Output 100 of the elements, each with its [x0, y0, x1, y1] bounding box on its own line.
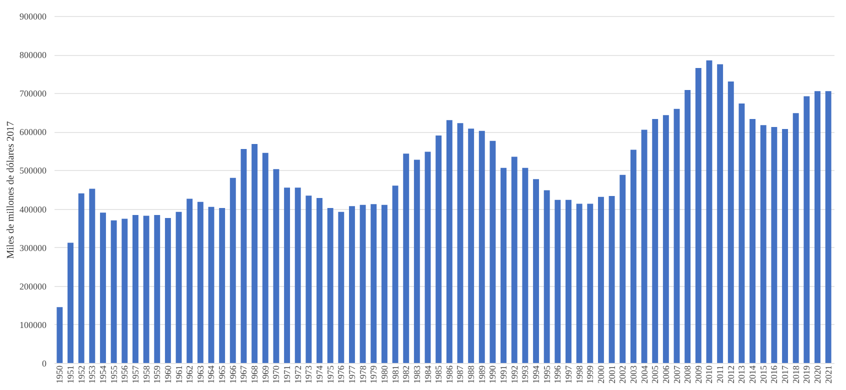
x-tick-label: 1984	[422, 365, 433, 384]
bar	[154, 214, 160, 363]
x-tick-label: 1990	[488, 365, 498, 384]
x-tick-label: 2014	[748, 365, 758, 384]
x-tick-label: 2021	[823, 366, 834, 384]
x-tick-label: 1961	[174, 366, 184, 384]
bar	[392, 186, 398, 363]
x-tick-label: 1974	[314, 365, 325, 384]
x-tick-label: 1972	[292, 366, 303, 384]
x-tick-label: 2017	[780, 365, 790, 384]
bar	[68, 242, 74, 363]
x-tick-label: 1955	[108, 365, 119, 384]
x-tick-label: 2004	[639, 365, 650, 384]
x-tick-label: 1999	[585, 365, 596, 384]
x-tick-label: 1952	[76, 366, 86, 384]
bar	[652, 118, 658, 363]
bar	[122, 218, 128, 363]
x-tick-label: 1957	[130, 365, 140, 384]
x-tick-label: 1965	[217, 365, 228, 384]
x-tick-label: 1969	[260, 365, 270, 384]
y-tick-label: 700000	[20, 88, 47, 99]
x-tick-label: 2019	[802, 365, 812, 384]
x-tick-label: 1982	[401, 366, 412, 384]
bar	[554, 200, 561, 363]
x-tick-label: 1979	[368, 365, 379, 384]
x-tick-label: 2000	[596, 365, 606, 384]
bar	[208, 206, 214, 363]
bar	[566, 200, 572, 363]
y-tick-label: 800000	[20, 50, 47, 60]
bar	[252, 144, 258, 363]
x-tick-label: 1960	[162, 365, 173, 384]
bar	[490, 140, 496, 363]
x-tick-label: 1987	[455, 365, 466, 384]
x-tick-label: 1966	[228, 365, 238, 384]
y-tick-label: 900000	[20, 12, 47, 22]
x-tick-label: 2001	[606, 366, 617, 384]
x-tick-label: 1962	[184, 366, 195, 384]
bar	[100, 212, 106, 363]
bar	[674, 108, 680, 363]
bar	[56, 307, 63, 363]
x-tick-label: 1963	[195, 365, 206, 384]
y-tick-label: 600000	[20, 127, 47, 138]
x-tick-label: 2013	[736, 365, 747, 384]
bar	[804, 96, 810, 363]
bar	[630, 150, 636, 363]
x-tick-label: 1995	[542, 365, 552, 384]
bar	[641, 130, 648, 363]
bar	[262, 152, 268, 363]
bar	[760, 125, 766, 363]
x-tick-label: 1992	[509, 366, 520, 384]
bar	[273, 169, 280, 363]
bar	[143, 216, 150, 363]
bar	[403, 154, 410, 363]
bar	[446, 120, 452, 363]
y-tick-label: 200000	[20, 281, 47, 292]
bar	[717, 64, 724, 363]
bar	[230, 178, 236, 363]
bar	[792, 113, 799, 363]
x-tick-label: 2011	[715, 366, 726, 384]
x-tick-label: 1980	[379, 365, 390, 384]
bar	[197, 202, 204, 363]
bar	[738, 104, 745, 363]
x-tick-label: 1973	[304, 365, 314, 384]
y-tick-label: 300000	[20, 242, 47, 253]
x-tick-label: 1996	[552, 365, 563, 384]
bar	[186, 198, 193, 363]
x-tick-label: 2010	[704, 365, 714, 384]
y-tick-label: 0	[42, 358, 47, 368]
x-tick-label: 1950	[54, 365, 65, 384]
bar	[436, 136, 442, 363]
x-tick-label: 1967	[238, 365, 249, 384]
x-tick-label: 1983	[412, 365, 422, 384]
x-tick-label: 1994	[531, 365, 542, 384]
bar	[544, 190, 550, 363]
bar	[424, 152, 431, 363]
x-tick-label: 1971	[282, 366, 292, 384]
bar	[814, 91, 820, 363]
bar	[706, 60, 712, 363]
bar	[338, 212, 344, 363]
bar	[684, 90, 691, 363]
x-tick-label: 1958	[141, 365, 152, 384]
bar	[306, 196, 312, 363]
x-tick-label: 2009	[693, 365, 704, 384]
bar	[825, 91, 832, 363]
bar	[316, 198, 322, 363]
x-tick-label: 1988	[466, 365, 476, 384]
bar	[695, 68, 702, 363]
bar	[89, 188, 96, 363]
x-tick-label: 1981	[390, 366, 400, 384]
bar	[620, 174, 626, 363]
bar	[349, 206, 355, 363]
x-tick-label: 2007	[672, 365, 682, 384]
bar	[576, 204, 582, 363]
x-tick-label: 1964	[206, 365, 216, 384]
bar	[457, 123, 464, 363]
bar	[511, 156, 518, 363]
x-tick-label: 1959	[152, 365, 162, 384]
x-tick-label: 2015	[758, 365, 768, 384]
bar	[500, 168, 507, 363]
bar	[327, 208, 334, 363]
